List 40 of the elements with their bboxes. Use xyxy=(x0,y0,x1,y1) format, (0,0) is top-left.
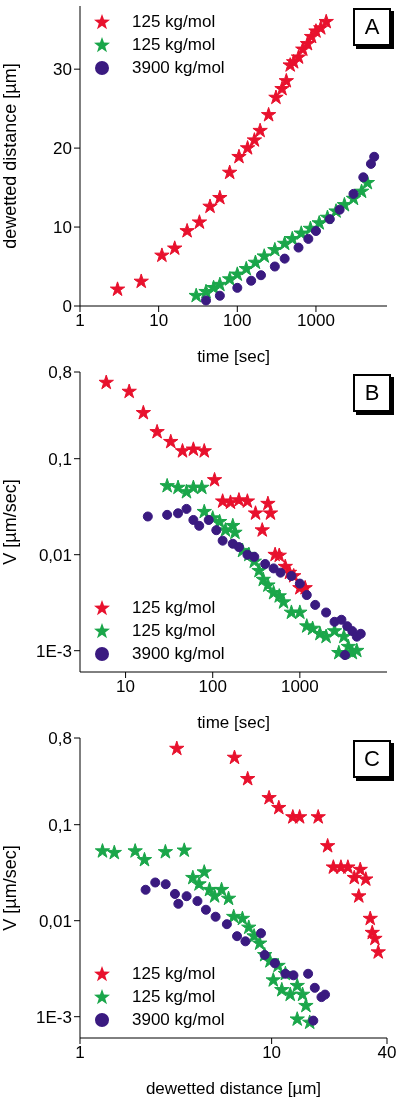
y-tick-label: 1E-3 xyxy=(36,1007,72,1027)
x-tick-label: 1 xyxy=(75,311,85,331)
legend-label: 125 kg/mol xyxy=(132,11,216,33)
x-tick-label: 100 xyxy=(223,311,252,331)
x-tick-label: 1000 xyxy=(280,677,319,697)
y-tick-label: 20 xyxy=(53,139,72,159)
x-axis-title: dewetted distance [µm] xyxy=(145,1079,322,1098)
legend-label: 3900 kg/mol xyxy=(132,1009,225,1031)
y-axis-title: V [µm/sec] xyxy=(0,479,21,565)
y-tick-label: 0,1 xyxy=(48,449,72,469)
x-tick-label: 10 xyxy=(262,1043,282,1063)
legend-label: 125 kg/mol xyxy=(132,986,216,1008)
x-axis-title: time [sec] xyxy=(197,347,270,366)
x-tick-label: 10 xyxy=(116,677,136,697)
annotation: A xyxy=(353,8,391,46)
x-tick-label: 1 xyxy=(75,1043,85,1063)
annotation: C xyxy=(353,740,391,778)
legend-label: 125 kg/mol xyxy=(132,963,216,985)
legend-label: 125 kg/mol xyxy=(132,620,216,642)
x-tick-label: 100 xyxy=(198,677,227,697)
x-tick-label: 40 xyxy=(377,1043,397,1063)
y-tick-label: 10 xyxy=(53,218,72,238)
legend-label: 3900 kg/mol xyxy=(132,643,225,665)
legend-label: 3900 kg/mol xyxy=(132,57,225,79)
x-axis-title: time [sec] xyxy=(197,713,270,732)
legend-label: 125 kg/mol xyxy=(132,597,216,619)
y-axis-title: V [µm/sec] xyxy=(0,845,21,931)
y-tick-label: 0,8 xyxy=(48,363,72,383)
y-tick-label: 1E-3 xyxy=(36,641,72,661)
y-tick-label: 0 xyxy=(62,297,72,317)
y-tick-label: 0,01 xyxy=(38,911,72,931)
legend-label: 125 kg/mol xyxy=(132,34,216,56)
x-tick-label: 1000 xyxy=(297,311,335,331)
x-tick-label: 10 xyxy=(149,311,169,331)
y-tick-label: 0,01 xyxy=(38,545,72,565)
y-tick-label: 30 xyxy=(53,60,72,80)
y-tick-label: 0,8 xyxy=(48,729,72,749)
annotation: B xyxy=(353,374,391,412)
y-axis-title: dewetted distance [µm] xyxy=(0,63,21,249)
y-tick-label: 0,1 xyxy=(48,815,72,835)
